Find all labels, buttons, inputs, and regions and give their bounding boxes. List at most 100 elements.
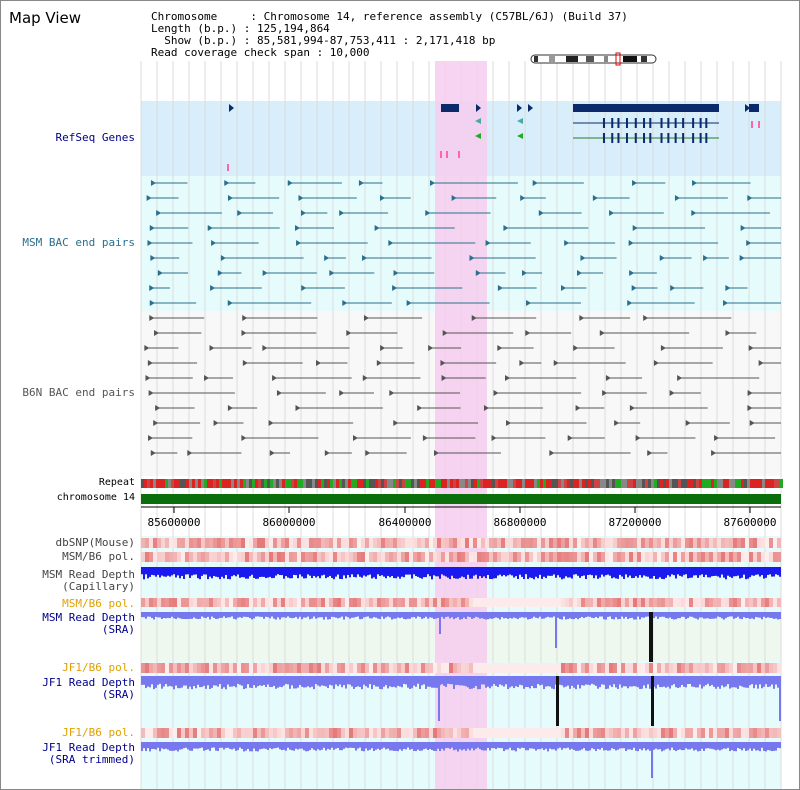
msm-b6-pol-heat (685, 598, 689, 607)
jf1-b6-pol-heat (329, 663, 333, 673)
depth-capillary (175, 567, 177, 578)
depth-msm-sra (577, 612, 579, 620)
repeat-mark (765, 479, 768, 488)
depth-msm-sra (653, 612, 655, 619)
depth-jf1-trimmed (159, 742, 161, 752)
track-label-msm-b6-pol-1[interactable]: MSM/B6 pol. (62, 550, 135, 563)
msm-b6-pol-heat (477, 552, 481, 562)
depth-jf1-trimmed (259, 742, 261, 750)
jf1-b6-pol-heat (701, 728, 705, 738)
track-label-refseq[interactable]: RefSeq Genes (55, 131, 135, 144)
depth-jf1-sra (239, 676, 241, 685)
depth-jf1-trimmed (141, 742, 143, 752)
depth-capillary (421, 567, 423, 579)
depth-jf1-sra (607, 676, 609, 689)
depth-msm-sra (559, 612, 561, 620)
depth-msm-sra (175, 612, 177, 620)
depth-jf1-trimmed (191, 742, 193, 751)
map-view-title: Map View (9, 9, 82, 27)
track-label-chromosome[interactable]: chromosome 14 (56, 492, 135, 503)
chromosome-bar (141, 494, 781, 504)
track-label-jf1-b6-pol-2[interactable]: JF1/B6 pol. (62, 726, 135, 739)
depth-msm-sra (715, 612, 717, 619)
msm-b6-pol-heat (381, 598, 385, 607)
depth-jf1-trimmed (723, 742, 725, 749)
depth-msm-sra (619, 612, 621, 619)
depth-capillary (455, 567, 457, 579)
depth-jf1-trimmed (519, 742, 521, 749)
depth-jf1-trimmed (657, 742, 659, 750)
jf1-b6-pol-heat (185, 728, 189, 738)
jf1-b6-pol-heat (321, 663, 325, 673)
depth-msm-sra (157, 612, 159, 618)
repeat-mark (408, 479, 411, 488)
jf1-b6-pol-heat (397, 728, 401, 738)
track-label-jf1-depth-trimmed[interactable]: JF1 Read Depth (SRA trimmed) (1, 742, 135, 766)
track-label-msm-depth-sra[interactable]: MSM Read Depth (SRA) (1, 612, 135, 636)
track-label-repeat[interactable]: Repeat (98, 477, 135, 488)
repeat-mark (312, 479, 315, 488)
depth-jf1-sra (331, 676, 333, 686)
msm-b6-pol-heat (225, 598, 229, 607)
dbsnp-heat (465, 538, 469, 548)
jf1-b6-pol-heat (753, 663, 757, 673)
b6n-bac-pair-end (362, 375, 368, 381)
track-label-b6n-bac[interactable]: B6N BAC end pairs (22, 386, 135, 399)
depth-jf1-trimmed (589, 742, 591, 751)
depth-jf1-trimmed (219, 742, 221, 748)
depth-capillary (653, 567, 655, 576)
depth-msm-sra (753, 612, 755, 620)
track-label-msm-b6-pol-2[interactable]: MSM/B6 pol. (62, 597, 135, 610)
msm-b6-pol-heat (241, 598, 245, 607)
jf1-b6-pol-heat (253, 663, 257, 673)
msm-bac-pair-end (358, 180, 364, 186)
track-label-msm-bac[interactable]: MSM BAC end pairs (22, 236, 135, 249)
jf1-b6-pol-heat (393, 728, 397, 738)
depth-capillary (615, 567, 617, 579)
track-label-dbsnp[interactable]: dbSNP(Mouse) (55, 536, 135, 549)
track-label-jf1-b6-pol-1[interactable]: JF1/B6 pol. (62, 661, 135, 674)
jf1-b6-pol-heat (665, 728, 669, 738)
depth-jf1-sra (183, 676, 185, 686)
track-label-jf1-depth-sra[interactable]: JF1 Read Depth (SRA) (1, 677, 135, 701)
depth-capillary (263, 567, 265, 577)
msm-b6-pol-heat (165, 598, 169, 607)
gene-marker (517, 104, 522, 112)
msm-b6-pol-heat (261, 552, 265, 562)
jf1-b6-pol-heat (421, 728, 425, 738)
depth-jf1-sra (317, 676, 319, 686)
depth-jf1-trimmed (735, 742, 737, 752)
depth-jf1-sra (353, 676, 355, 689)
depth-jf1-sra (535, 676, 537, 689)
depth-jf1-trimmed (611, 742, 613, 749)
dbsnp-heat (237, 538, 241, 548)
depth-jf1-trimmed (161, 742, 163, 749)
repeat-mark (174, 479, 177, 488)
jf1-b6-pol-heat (633, 663, 637, 673)
repeat-mark (480, 479, 483, 488)
depth-jf1-sra (413, 676, 415, 686)
depth-capillary (171, 567, 173, 576)
msm-b6-pol-heat (569, 598, 573, 607)
depth-capillary (217, 567, 219, 578)
repeat-mark (426, 479, 429, 488)
msm-b6-pol-heat (425, 598, 429, 607)
depth-capillary (251, 567, 253, 575)
depth-capillary (459, 567, 461, 578)
track-label-msm-depth-capillary[interactable]: MSM Read Depth (Capillary) (1, 569, 135, 593)
repeat-mark (489, 479, 492, 488)
depth-msm-sra (659, 612, 661, 618)
depth-jf1-trimmed (155, 742, 157, 750)
repeat-mark (213, 479, 216, 488)
depth-msm-sra (431, 612, 433, 618)
msm-bac-pair-end (632, 180, 638, 186)
depth-jf1-trimmed (349, 742, 351, 748)
dbsnp-heat (389, 538, 393, 548)
depth-jf1-sra (511, 676, 513, 687)
depth-jf1-sra (723, 676, 725, 688)
depth-msm-sra (463, 612, 465, 618)
depth-msm-sra (447, 612, 449, 617)
depth-jf1-sra (599, 676, 601, 688)
dbsnp-heat (685, 538, 689, 548)
